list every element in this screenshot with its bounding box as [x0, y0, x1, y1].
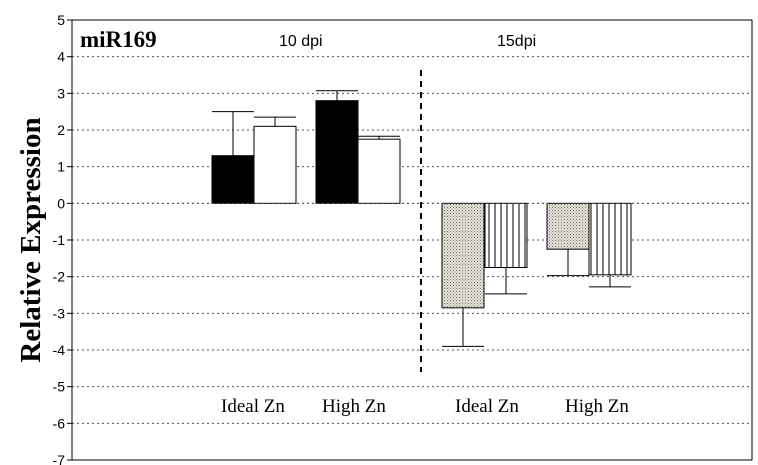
group-label-10dpi: 10 dpi — [279, 33, 323, 50]
plot-frame — [71, 19, 753, 461]
bar-15dpi-high-zn-2 — [588, 202, 632, 276]
y-tick-label: 1 — [57, 159, 65, 175]
bar-10dpi-high-zn-2 — [357, 138, 401, 204]
category-label-ideal-zn-10dpi: Ideal Zn — [221, 396, 285, 417]
category-label-high-zn-10dpi: High Zn — [322, 396, 386, 417]
y-tick-label: -2 — [53, 269, 66, 285]
group-label-15dpi: 15dpi — [497, 33, 536, 50]
bar-15dpi-high-zn-1 — [546, 202, 590, 250]
y-axis-label: Relative Expression — [15, 117, 47, 362]
bars — [72, 90, 752, 347]
y-tick-label: -5 — [53, 379, 66, 395]
y-tick-label: 2 — [57, 122, 65, 138]
y-tick-label: 3 — [57, 85, 65, 101]
y-axis: 5 4 3 2 1 0 -1 -2 -3 -4 -5 -6 -7 — [53, 12, 72, 465]
bar-15dpi-ideal-zn-2 — [484, 202, 528, 268]
y-tick-label: 5 — [57, 12, 65, 28]
y-tick-label: -7 — [53, 452, 66, 465]
y-tick-label: 4 — [57, 49, 65, 65]
bar-10dpi-ideal-zn-1 — [211, 155, 255, 204]
chart-title: miR169 — [80, 27, 157, 52]
bar-10dpi-ideal-zn-2 — [253, 125, 297, 204]
gridlines — [72, 56, 752, 424]
y-tick-label: -6 — [53, 415, 66, 431]
category-label-high-zn-15dpi: High Zn — [565, 396, 629, 417]
y-tick-label: -4 — [53, 342, 66, 358]
y-tick-label: 0 — [57, 195, 65, 211]
y-tick-label: -3 — [53, 305, 66, 321]
bar-10dpi-high-zn-1 — [315, 100, 359, 204]
y-tick-label: -1 — [53, 232, 66, 248]
bar-15dpi-ideal-zn-1 — [441, 202, 485, 309]
category-label-ideal-zn-15dpi: Ideal Zn — [455, 396, 519, 417]
